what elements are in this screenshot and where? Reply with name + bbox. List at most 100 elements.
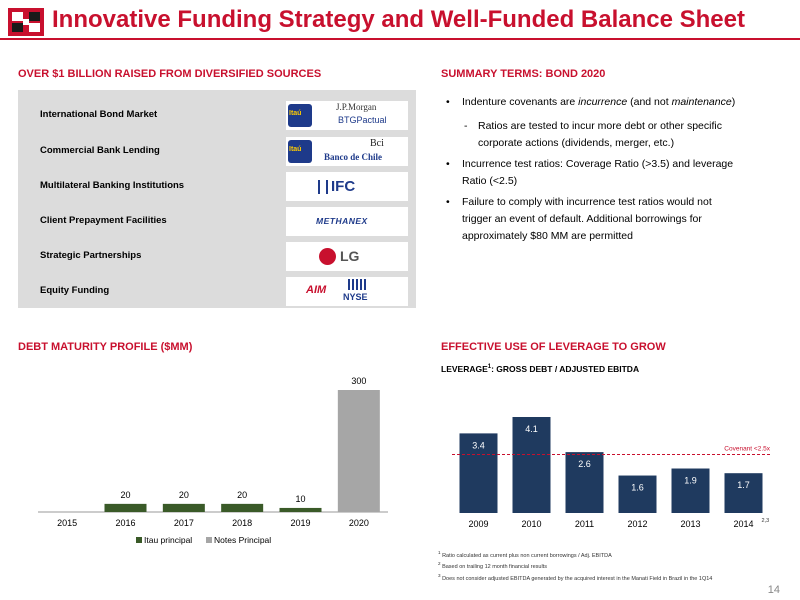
term-item: Indenture covenants are incurrence (and …	[462, 94, 735, 111]
term-text: (and not	[627, 96, 672, 108]
bullet-icon: •	[446, 196, 450, 208]
methanex-logo-text: METHANEX	[316, 216, 368, 226]
leverage-chart: 3.4 2009 4.1 2010 2.6 2011 1.6 2012 1.9 2013 1.7 20…	[452, 417, 771, 529]
title-divider	[0, 38, 800, 40]
page-number: 14	[767, 584, 780, 596]
footnote-mark: 3	[438, 572, 441, 578]
x-tick-label: 2015	[57, 518, 77, 528]
itau-logo	[288, 140, 312, 163]
company-logo	[8, 8, 44, 36]
x-tick-label: 2009	[468, 519, 488, 529]
debt-heading: DEBT MATURITY PROFILE ($MM)	[18, 341, 193, 353]
bank-logos: METHANEX	[286, 207, 408, 236]
legend-swatch	[206, 537, 212, 543]
bar	[162, 503, 205, 512]
term-emphasis: incurrence	[578, 96, 628, 108]
leverage-heading: EFFECTIVE USE OF LEVERAGE TO GROW	[441, 341, 666, 353]
dash-icon: -	[464, 120, 468, 132]
data-label: 2.6	[578, 459, 591, 469]
data-label: 3.4	[472, 440, 485, 450]
x-tick-label: 2020	[349, 518, 369, 528]
x-tick-label: 2013	[680, 519, 700, 529]
footnote-text: Based on trailing 12 month financial res…	[442, 564, 547, 571]
bank-logos: LG	[286, 242, 408, 271]
funding-label: Multilateral Banking Institutions	[40, 180, 185, 191]
itau-logo	[288, 104, 312, 127]
debt-maturity-chart: 2015 20 2016 20 2017 20 2018 10 2019 300 2020 Itau …	[38, 376, 388, 545]
funding-row: Commercial Bank Lending Itaú Bci Banco d…	[18, 133, 416, 169]
footnote-ref: 1	[487, 364, 492, 371]
lg-logo-mark	[319, 248, 336, 265]
funding-heading: OVER $1 BILLION RAISED FROM DIVERSIFIED …	[18, 68, 322, 80]
bar	[459, 433, 498, 513]
term-text: Indenture covenants are	[462, 96, 579, 108]
term-text: )	[731, 96, 736, 108]
footnote: 1 Ratio calculated as current plus non c…	[438, 549, 712, 560]
funding-row: Client Prepayment Facilities METHANEX	[18, 203, 416, 239]
footnote: 2 Based on trailing 12 month financial r…	[438, 560, 712, 571]
funding-row: Equity Funding AIM NYSE	[18, 273, 416, 309]
bank-logos: IFC	[286, 172, 408, 201]
x-tick-label: 2017	[174, 518, 194, 528]
term-subitem: Ratios are tested to incur more debt or …	[478, 120, 722, 132]
funding-label: International Bond Market	[40, 109, 158, 120]
funding-label: Commercial Bank Lending	[40, 145, 160, 156]
data-label: 20	[179, 490, 189, 500]
lg-logo-text: LG	[340, 248, 360, 264]
funding-label: Strategic Partnerships	[40, 250, 142, 261]
funding-label: Equity Funding	[40, 285, 110, 296]
bank-logos: Itaú Bci Banco de Chile	[286, 137, 408, 166]
footnote-text: Does not consider adjusted EBITDA genera…	[442, 575, 713, 582]
jpmorgan-logo-text: J.P.Morgan	[336, 102, 377, 112]
itau-logo-text: Itaú	[289, 146, 302, 153]
term-item: approximately $80 MM are permitted	[462, 230, 633, 242]
x-tick-label: 2010	[521, 519, 541, 529]
data-label: 20	[120, 490, 130, 500]
x-tick-label: 2019	[290, 518, 310, 528]
bank-logos: AIM NYSE	[286, 277, 408, 306]
data-label: 4.1	[525, 424, 538, 434]
footnote-mark: 1	[438, 550, 441, 555]
ifc-logo-text: IFC	[331, 178, 356, 195]
btg-logo-text: BTGPactual	[338, 115, 387, 125]
bullet-icon: •	[446, 158, 450, 170]
funding-panel: International Bond Market Itaú J.P.Morga…	[18, 90, 416, 308]
term-emphasis: maintenance	[671, 96, 732, 108]
page-title: Innovative Funding Strategy and Well-Fun…	[52, 6, 745, 33]
data-label: 20	[237, 490, 247, 500]
bci-logo-text: Bci	[370, 138, 384, 149]
footnote: 3 Does not consider adjusted EBITDA gene…	[438, 572, 712, 583]
bar	[512, 417, 551, 513]
legend-label: Notes Principal	[214, 535, 271, 545]
bar	[337, 390, 380, 512]
term-item: Failure to comply with incurrence test r…	[462, 196, 712, 208]
leverage-subheading-text: : GROSS DEBT / ADJUSTED EBITDA	[491, 364, 640, 374]
data-label: 1.9	[684, 476, 697, 486]
bar	[104, 503, 147, 512]
bar	[279, 507, 322, 512]
footnotes: 1 Ratio calculated as current plus non c…	[438, 549, 712, 583]
data-label: 1.7	[737, 480, 750, 490]
bar	[618, 475, 657, 513]
nyse-logo-mark	[348, 279, 366, 290]
data-label: 1.6	[631, 483, 644, 493]
bullet-icon: •	[446, 96, 450, 108]
banco-de-chile-logo-text: Banco de Chile	[324, 152, 383, 162]
x-tick-label: 2014	[733, 519, 753, 529]
nyse-logo-text: NYSE	[343, 292, 368, 302]
term-item: Ratio (<2.5)	[462, 175, 518, 187]
footnote-text: Ratio calculated as current plus non cur…	[442, 552, 612, 559]
bar	[221, 503, 264, 512]
data-label: 300	[351, 376, 366, 386]
funding-label: Client Prepayment Facilities	[40, 215, 167, 226]
covenant-label: Covenant <2.5x	[724, 445, 770, 452]
bank-logos: Itaú J.P.Morgan BTGPactual	[286, 101, 408, 130]
legend-swatch	[136, 537, 142, 543]
x-tick-label: 2018	[232, 518, 252, 528]
x-tick-label: 2012	[627, 519, 647, 529]
term-item: trigger an event of default. Additional …	[462, 213, 702, 225]
bar	[565, 452, 604, 513]
term-subitem: corporate actions (dividends, merger, et…	[478, 137, 675, 149]
footnote-ref: 2,3	[762, 518, 770, 524]
x-tick-label: 2016	[115, 518, 135, 528]
